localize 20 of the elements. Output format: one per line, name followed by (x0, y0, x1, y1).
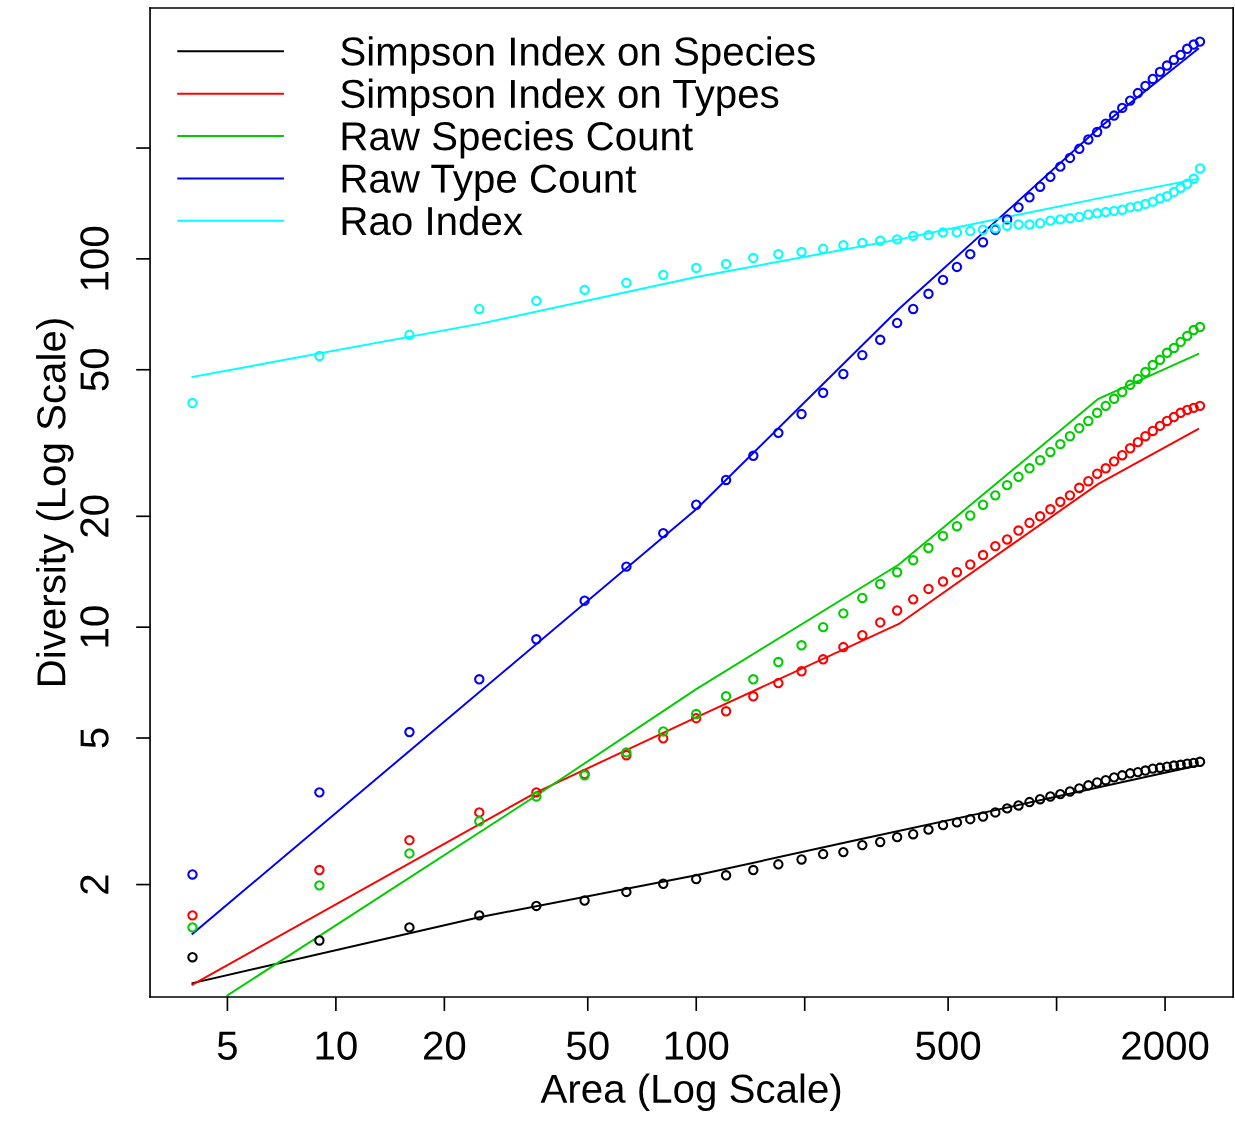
y-axis-title: Diversity (Log Scale) (36, 319, 74, 685)
x-tick-label: 5 (217, 1031, 237, 1060)
legend-label: Raw Type Count (342, 164, 637, 201)
x-tick-label: 10 (316, 1031, 357, 1060)
y-tick-label: 100 (80, 226, 109, 290)
legend-label: Rao Index (342, 205, 523, 236)
y-tick-label: 5 (80, 728, 109, 748)
x-tick-label: 100 (665, 1031, 729, 1060)
x-axis-title: Area (Log Scale) (540, 1073, 841, 1112)
y-tick-label: 50 (80, 348, 109, 391)
y-tick-label: 2 (80, 875, 109, 894)
x-tick-label: 20 (423, 1031, 466, 1060)
x-tick-label: 50 (566, 1031, 609, 1060)
x-tick-label: 500 (916, 1031, 981, 1060)
y-tick-label: 10 (80, 606, 109, 647)
legend-label: Simpson Index on Types (341, 78, 779, 117)
legend-label: Simpson Index on Species (341, 36, 815, 74)
x-tick-label: 2000 (1122, 1031, 1209, 1060)
legend-label: Raw Species Count (342, 120, 693, 159)
y-tick-label: 20 (80, 495, 109, 537)
